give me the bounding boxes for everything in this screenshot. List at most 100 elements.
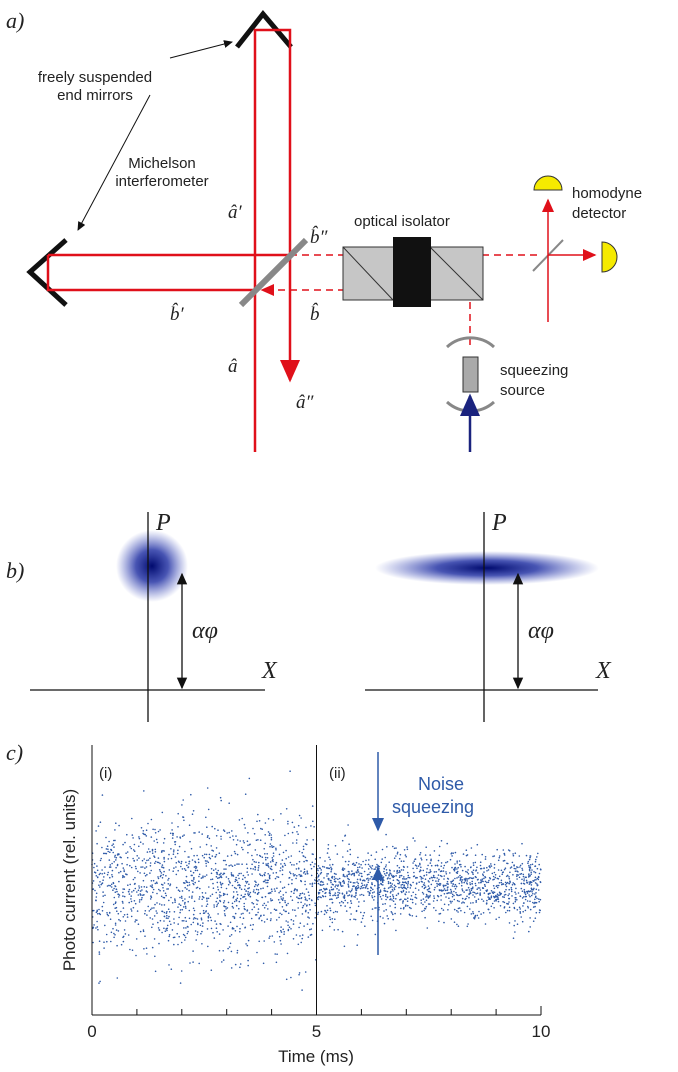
- noise-dot: [516, 876, 518, 878]
- noise-dot: [125, 852, 127, 854]
- noise-dot: [157, 922, 159, 924]
- noise-dot: [506, 886, 508, 888]
- noise-dot: [434, 887, 436, 889]
- noise-dot: [114, 856, 116, 858]
- noise-dot: [157, 862, 159, 864]
- noise-dot: [336, 888, 338, 890]
- noise-dot: [356, 862, 358, 864]
- noise-dot: [519, 908, 521, 910]
- noise-dot: [473, 869, 475, 871]
- noise-dot: [205, 910, 207, 912]
- noise-dot: [200, 933, 202, 935]
- noise-dot: [279, 913, 281, 915]
- noise-dot: [483, 912, 485, 914]
- noise-dot: [503, 849, 505, 851]
- noise-dot: [399, 875, 401, 877]
- noise-dot: [247, 845, 249, 847]
- noise-dot: [112, 870, 114, 872]
- noise-dot: [388, 883, 390, 885]
- noise-dot: [198, 898, 200, 900]
- noise-dot: [522, 905, 524, 907]
- noise-dot: [253, 889, 255, 891]
- noise-dot: [193, 884, 195, 886]
- noise-dot: [515, 868, 517, 870]
- noise-dot: [249, 778, 251, 780]
- noise-dot: [435, 865, 437, 867]
- noise-dot: [184, 868, 186, 870]
- noise-dot: [217, 829, 219, 831]
- noise-dot: [216, 931, 218, 933]
- noise-dot: [235, 879, 237, 881]
- noise-dot: [345, 835, 347, 837]
- noise-dot: [156, 912, 158, 914]
- noise-dot: [342, 840, 344, 842]
- noise-dot: [444, 893, 446, 895]
- noise-dot: [422, 892, 424, 894]
- noise-dot: [480, 865, 482, 867]
- noise-dot: [312, 883, 314, 885]
- noise-dot: [330, 871, 332, 873]
- noise-dot: [134, 921, 136, 923]
- noise-dot: [162, 864, 164, 866]
- noise-dot: [424, 875, 426, 877]
- noise-dot: [175, 841, 177, 843]
- noise-dot: [123, 916, 125, 918]
- noise-dot: [111, 863, 113, 865]
- noise-dot: [472, 894, 474, 896]
- noise-dot: [261, 920, 263, 922]
- noise-dot: [111, 886, 113, 888]
- noise-dot: [478, 911, 480, 913]
- noise-dot: [133, 849, 135, 851]
- noise-dot: [441, 840, 443, 842]
- noise-dot: [197, 931, 199, 933]
- noise-dot: [403, 860, 405, 862]
- noise-dot: [267, 863, 269, 865]
- noise-dot: [127, 884, 129, 886]
- noise-dot: [258, 862, 260, 864]
- noise-dot: [157, 842, 159, 844]
- noise-dot: [401, 875, 403, 877]
- noise-dot: [117, 864, 119, 866]
- noise-dot: [422, 878, 424, 880]
- noise-dot: [135, 868, 137, 870]
- noise-dot: [220, 901, 222, 903]
- noise-dot: [501, 884, 503, 886]
- noise-dot: [406, 891, 408, 893]
- noise-dot: [142, 833, 144, 835]
- noise-dot: [309, 904, 311, 906]
- noise-dot: [419, 871, 421, 873]
- noise-dot: [318, 879, 320, 881]
- noise-dot: [296, 896, 298, 898]
- noise-dot: [278, 917, 280, 919]
- noise-dot: [452, 894, 454, 896]
- noise-dot: [426, 895, 428, 897]
- noise-dot: [219, 852, 221, 854]
- noise-dot: [496, 849, 498, 851]
- noise-dot: [276, 962, 278, 964]
- noise-dot: [314, 883, 316, 885]
- noise-dot: [152, 829, 154, 831]
- noise-dot: [457, 871, 459, 873]
- noise-dot: [180, 982, 182, 984]
- noise-dot: [498, 860, 500, 862]
- noise-dot: [305, 860, 307, 862]
- noise-dot: [217, 882, 219, 884]
- noise-dot: [515, 852, 517, 854]
- noise-dot: [166, 911, 168, 913]
- noise-dot: [252, 868, 254, 870]
- noise-dot: [284, 887, 286, 889]
- noise-dot: [301, 881, 303, 883]
- noise-dot: [114, 829, 116, 831]
- noise-dot: [350, 900, 352, 902]
- noise-dot: [218, 877, 220, 879]
- noise-dot: [447, 889, 449, 891]
- noise-dot: [182, 920, 184, 922]
- noise-dot: [478, 882, 480, 884]
- noise-dot: [395, 855, 397, 857]
- noise-dot: [306, 904, 308, 906]
- noise-dot: [252, 828, 254, 830]
- noise-dot: [398, 880, 400, 882]
- noise-dot: [279, 902, 281, 904]
- noise-dot: [303, 861, 305, 863]
- noise-dot: [269, 833, 271, 835]
